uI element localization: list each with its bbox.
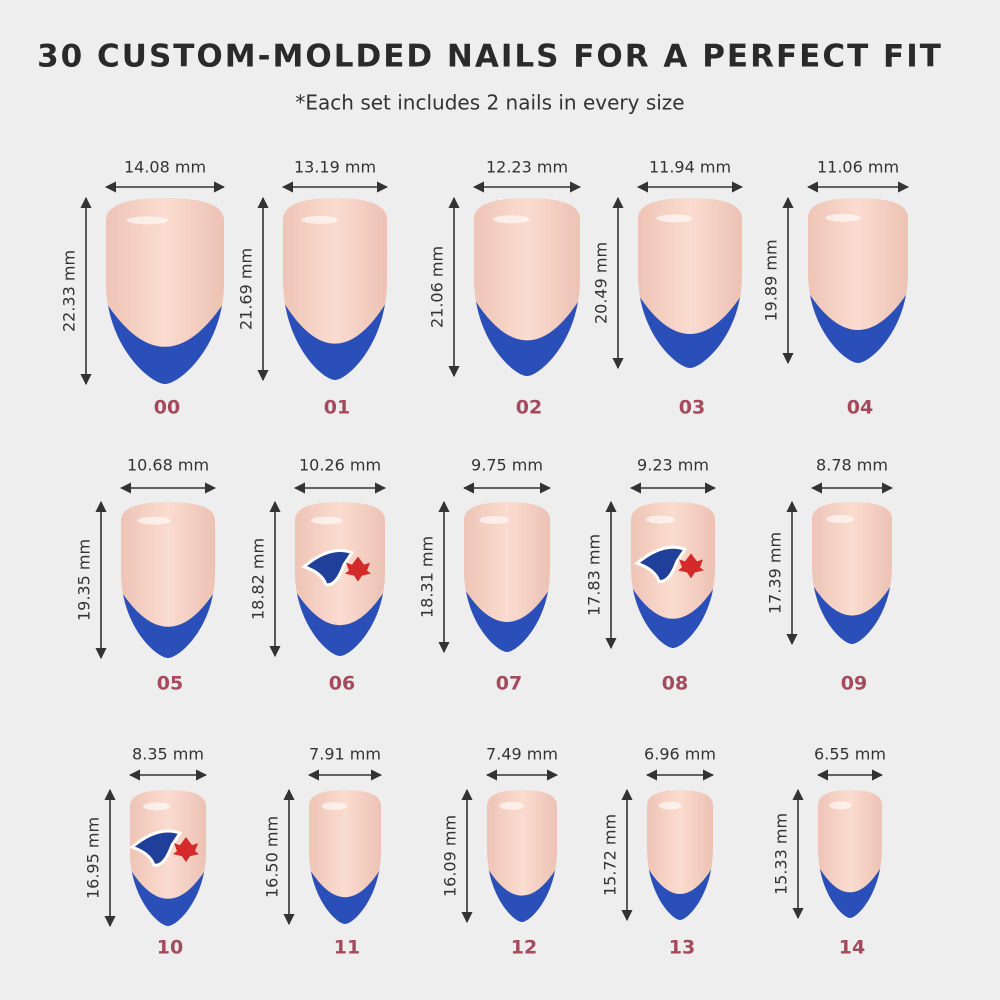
size-label: 09 (841, 673, 867, 695)
size-label: 08 (662, 673, 688, 695)
nail-shine (310, 516, 343, 525)
size-label: 14 (839, 937, 865, 959)
height-label: 20.49 mm (592, 242, 611, 324)
width-label: 9.23 mm (637, 456, 709, 475)
size-label: 01 (324, 397, 350, 419)
size-label: 02 (516, 397, 542, 419)
width-label: 6.55 mm (814, 745, 886, 764)
width-label: 11.94 mm (649, 158, 731, 177)
height-label: 21.06 mm (428, 246, 447, 328)
width-label: 14.08 mm (124, 158, 206, 177)
height-label: 16.95 mm (84, 817, 103, 899)
width-label: 8.78 mm (816, 456, 888, 475)
nail-shine (658, 801, 682, 810)
nail-shine (126, 216, 168, 225)
height-label: 15.72 mm (601, 814, 620, 896)
size-label: 04 (847, 397, 873, 419)
size-label: 11 (334, 937, 360, 959)
nail-shine (826, 515, 854, 524)
height-label: 16.50 mm (263, 816, 282, 898)
width-label: 7.91 mm (309, 745, 381, 764)
height-label: 15.33 mm (772, 813, 791, 895)
height-label: 21.69 mm (237, 248, 256, 330)
logo-bird (300, 549, 355, 587)
nail-shine (499, 801, 524, 810)
nail-shine (301, 215, 338, 224)
width-label: 6.96 mm (644, 745, 716, 764)
logo-leaf (678, 553, 704, 579)
logo-leaf (173, 837, 199, 863)
height-label: 17.83 mm (585, 534, 604, 616)
width-label: 8.35 mm (132, 745, 204, 764)
nail-shine (825, 213, 861, 222)
nail-shine (137, 516, 171, 525)
width-label: 10.68 mm (127, 456, 209, 475)
size-label: 07 (496, 673, 522, 695)
height-label: 19.89 mm (762, 239, 781, 321)
nail-shine (829, 801, 852, 810)
nail-shine (492, 215, 530, 224)
height-label: 18.31 mm (418, 536, 437, 618)
width-label: 13.19 mm (294, 158, 376, 177)
width-label: 7.49 mm (486, 745, 558, 764)
nail-shine (656, 214, 693, 223)
width-label: 12.23 mm (486, 158, 568, 177)
title: 30 CUSTOM-MOLDED NAILS FOR A PERFECT FIT (37, 39, 943, 75)
height-label: 16.09 mm (441, 815, 460, 897)
size-label: 12 (511, 937, 537, 959)
size-label: 10 (157, 937, 183, 959)
size-label: 06 (329, 673, 355, 695)
width-label: 9.75 mm (471, 456, 543, 475)
size-label: 03 (679, 397, 705, 419)
width-label: 10.26 mm (299, 456, 381, 475)
height-label: 22.33 mm (60, 250, 79, 332)
height-label: 18.82 mm (249, 538, 268, 620)
nail-shine (143, 802, 170, 811)
width-label: 11.06 mm (817, 158, 899, 177)
logo-leaf (345, 556, 371, 582)
nail-shine (479, 516, 510, 524)
height-label: 19.35 mm (75, 539, 94, 621)
nail-shine (321, 802, 347, 811)
nail-shine (645, 515, 676, 524)
size-label: 05 (157, 673, 183, 695)
logo-bird (633, 545, 688, 583)
size-label: 00 (154, 397, 180, 419)
size-label: 13 (669, 937, 695, 959)
subtitle: *Each set includes 2 nails in every size (295, 91, 684, 115)
logo-bird (128, 829, 183, 867)
height-label: 17.39 mm (766, 532, 785, 614)
